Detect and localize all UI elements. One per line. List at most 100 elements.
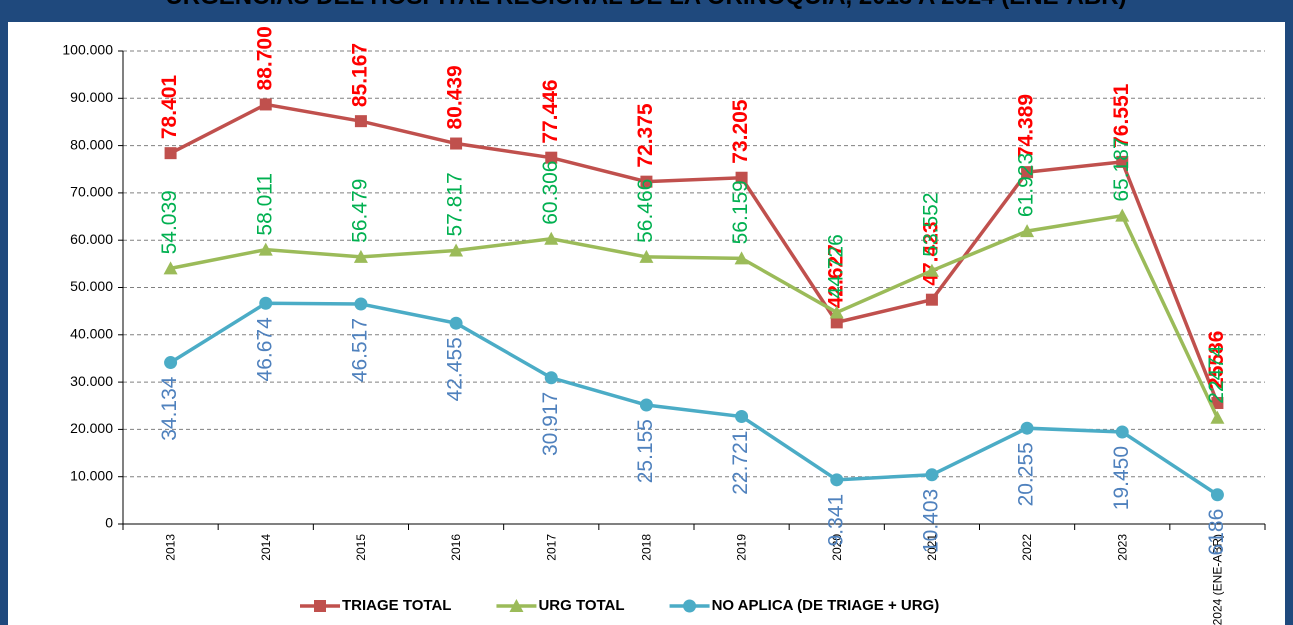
y-tick-label: 40.000	[70, 326, 113, 342]
y-tick-label: 50.000	[70, 278, 113, 294]
marker	[164, 147, 177, 160]
data-label: 19.450	[1110, 446, 1133, 510]
marker	[1020, 224, 1035, 238]
marker	[1115, 208, 1130, 222]
data-label: 85.167	[348, 43, 371, 107]
marker	[259, 98, 272, 111]
marker	[544, 231, 559, 245]
x-tick-label: 2023	[1115, 534, 1129, 561]
data-label: 22.721	[729, 431, 752, 495]
x-tick-label: 2017	[544, 534, 558, 561]
marker	[353, 249, 368, 263]
data-label: 53.552	[919, 192, 942, 256]
y-tick-label: 60.000	[70, 231, 113, 247]
data-label: 60.306	[539, 161, 562, 225]
data-label: 42.627	[824, 244, 847, 308]
x-tick-label: 2021	[925, 534, 939, 561]
data-label: 61.923	[1015, 153, 1038, 217]
data-label: 22474	[1205, 345, 1228, 404]
x-tick-label: 2018	[639, 534, 653, 561]
legend-marker	[683, 599, 697, 613]
marker	[735, 410, 749, 424]
data-label: 56.479	[348, 179, 371, 243]
data-label: 65.187	[1110, 137, 1133, 201]
data-label: 77.446	[539, 79, 562, 143]
y-tick-label: 100.000	[62, 42, 113, 58]
y-tick-label: 70.000	[70, 184, 113, 200]
data-label: 10.403	[919, 489, 942, 553]
series-line	[169, 102, 1220, 404]
legend-label: NO APLICA (DE TRIAGE + URG)	[712, 597, 940, 614]
x-tick-label: 2015	[354, 534, 368, 561]
marker	[734, 251, 749, 265]
marker	[640, 175, 653, 188]
marker	[545, 151, 558, 164]
data-label: 73.205	[729, 99, 752, 164]
marker	[450, 137, 463, 150]
data-label: 78.401	[158, 75, 181, 140]
data-label: 58.011	[253, 173, 276, 236]
marker	[830, 473, 844, 487]
data-label: 80.439	[444, 65, 467, 129]
marker	[258, 242, 273, 256]
marker	[830, 316, 843, 329]
x-tick-label: 2014	[259, 534, 273, 561]
data-label: 72.375	[634, 103, 657, 168]
data-label: 56.466	[634, 179, 657, 243]
data-label: 34.134	[158, 376, 181, 441]
legend-marker	[509, 599, 524, 612]
marker	[163, 261, 178, 275]
marker	[544, 371, 558, 385]
marker	[1115, 425, 1129, 439]
marker	[639, 398, 653, 412]
marker	[735, 171, 748, 184]
series-line	[169, 301, 1219, 497]
data-label: 44.726	[824, 234, 847, 298]
marker	[925, 293, 938, 306]
x-tick-label: 2016	[449, 534, 463, 561]
data-label: 57.817	[444, 172, 467, 236]
marker	[1021, 166, 1034, 179]
marker	[449, 316, 463, 330]
data-label: 46.517	[348, 318, 371, 382]
marker	[449, 243, 464, 257]
data-label: 25586	[1205, 331, 1228, 389]
marker	[164, 356, 178, 370]
x-tick-label: 2019	[735, 534, 749, 561]
data-label: 6186	[1205, 509, 1228, 556]
legend-label: TRIAGE TOTAL	[342, 597, 451, 614]
data-label: 88.700	[253, 26, 276, 90]
data-label: 56.159	[729, 180, 752, 244]
data-label: 30.917	[539, 392, 562, 456]
marker	[924, 263, 939, 277]
x-tick-label: 2013	[164, 534, 178, 561]
data-label: 76.551	[1110, 83, 1133, 148]
y-tick-label: 20.000	[70, 420, 113, 436]
y-tick-label: 80.000	[70, 136, 113, 152]
y-tick-label: 30.000	[70, 373, 113, 389]
marker	[925, 468, 939, 482]
x-tick-label: 2022	[1020, 534, 1034, 561]
data-label: 42.455	[444, 337, 467, 401]
data-label: 25.155	[634, 419, 657, 483]
y-tick-label: 0	[105, 515, 113, 531]
data-label: 54.039	[158, 190, 181, 254]
marker	[639, 249, 654, 263]
y-tick-label: 10.000	[70, 467, 113, 483]
data-label: 9.341	[824, 494, 847, 547]
marker	[1210, 410, 1225, 424]
marker	[829, 305, 844, 319]
marker	[259, 296, 273, 310]
marker	[1020, 421, 1034, 435]
marker	[1211, 396, 1224, 409]
legend-label: URG TOTAL	[538, 597, 624, 614]
series-line	[170, 213, 1220, 419]
x-tick-label: 2020	[830, 534, 844, 561]
data-label: 20.255	[1015, 442, 1038, 506]
data-label: 74.389	[1015, 94, 1038, 158]
x-tick-label: 2024 (ENE-ABR)	[1210, 534, 1224, 625]
legend-marker	[314, 600, 326, 612]
marker	[354, 115, 367, 128]
y-tick-label: 90.000	[70, 89, 113, 105]
